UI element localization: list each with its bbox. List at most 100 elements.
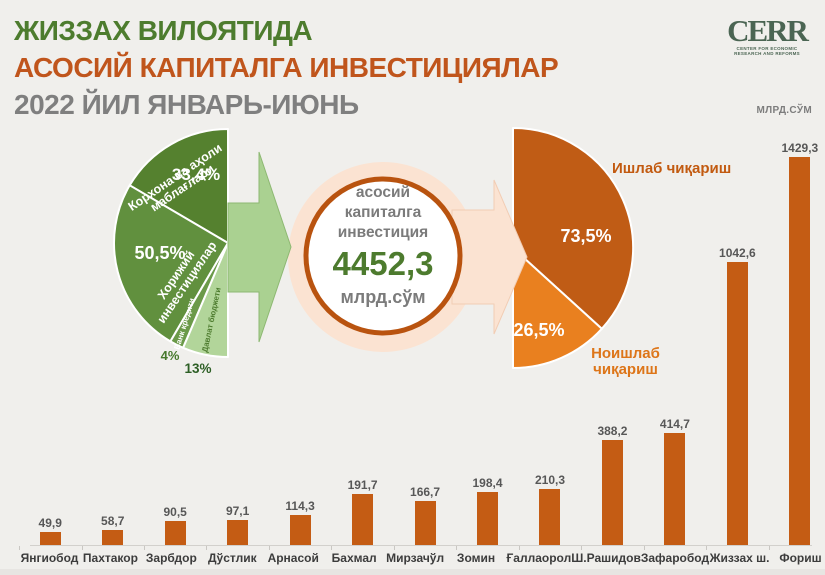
bar (39, 532, 61, 546)
production-pie (512, 127, 635, 370)
axis-tick (393, 546, 395, 550)
bar (726, 262, 748, 546)
bar-value-label: 166,7 (410, 485, 441, 499)
x-axis-line (30, 545, 812, 546)
bar-column-Ш.Рашидов: 388,2 (581, 139, 643, 546)
bar-value-label: 198,4 (472, 476, 503, 490)
bar-category-label: Зафаробод (640, 551, 710, 565)
flow-arrow-right-icon (451, 179, 528, 335)
cerr-logo-tagline-1: CENTER FOR ECONOMIC (736, 46, 798, 51)
footer-strip (0, 569, 825, 575)
page-title-period: 2022 ЙИЛ ЯНВАРЬ-ИЮНЬ (14, 89, 359, 120)
bar-chart: 49,9 58,7 90,5 97,1 114,3 191,7 166,7 198,4 210,… (19, 139, 825, 546)
badge-label-3: инвестиция (337, 224, 429, 241)
cerr-logo-text: CERR (727, 13, 809, 48)
page-title-region: ЖИЗЗАХ ВИЛОЯТИДА (14, 15, 313, 46)
axis-tick (331, 546, 333, 550)
page-title-subject: АСОСИЙ КАПИТАЛГА ИНВЕСТИЦИЯЛАР (14, 52, 559, 83)
bar (102, 530, 124, 546)
bar-value-label: 90,5 (163, 505, 187, 519)
center-circle (303, 176, 463, 336)
total-investment-badge: асосий капиталга инвестиция 4452,3 млрд.… (308, 183, 458, 308)
bar-chart-categories: Янгиобод Пахтакор Зарбдор Дўстлик Арнасой Бах… (19, 551, 825, 565)
bar-category-label: Зомин (456, 551, 496, 565)
production-slice-1-label: Ишлаб чиқариш (612, 160, 732, 177)
bar-column-Зарбдор: 90,5 (144, 139, 206, 546)
bar-category-label: Дўстлик (207, 551, 257, 565)
badge-label-2: капиталга (344, 204, 422, 221)
bar (164, 521, 186, 546)
bar-category-label: Арнасой (267, 551, 319, 565)
sources-slice-4-pct: 13% (184, 361, 212, 376)
pie-right-slice-2 (512, 247, 603, 370)
bar-value-label: 114,3 (285, 499, 315, 513)
axis-tick (581, 546, 583, 550)
pie-left-slice-2 (113, 184, 229, 343)
bar-chart-unit-label: МЛРД.СЎМ (756, 105, 812, 116)
axis-tick (643, 546, 645, 550)
axis-tick (268, 546, 270, 550)
pie-right-slice-1 (512, 127, 635, 330)
cerr-logo: CERR CENTER FOR ECONOMIC RESEARCH AND RE… (717, 13, 817, 56)
bar-value-label: 414,7 (659, 417, 690, 431)
bar-column-Зафаробод: 414,7 (644, 139, 706, 546)
cerr-logo-tagline-2: RESEARCH AND REFORMS (734, 51, 800, 56)
badge-value: 4452,3 (332, 245, 434, 282)
bar-category-label: Бахмал (331, 551, 377, 565)
bar (539, 489, 561, 546)
production-slice-2-label: Ноишлаб чиқариш (591, 345, 660, 378)
badge-label-1: асосий (355, 184, 411, 201)
production-slice-2-pct: 26,5% (513, 320, 565, 340)
sources-pie (113, 128, 229, 359)
bar-category-label: Ғаллаорол (506, 551, 572, 565)
x-axis-ticks (19, 546, 825, 551)
bar-column-Ғаллаорол: 210,3 (519, 139, 581, 546)
bar (227, 520, 249, 546)
pie-left-slice-1 (128, 128, 229, 244)
flow-arrow-left-icon (227, 151, 292, 343)
axis-tick (143, 546, 145, 550)
bar-column-Бахмал: 191,7 (331, 139, 393, 546)
axis-tick (518, 546, 520, 550)
production-slice-1-pct: 73,5% (560, 226, 612, 246)
sources-slice-1-pct: 33,4% (171, 165, 221, 184)
bar-column-Пахтакор: 58,7 (81, 139, 143, 546)
bar (789, 157, 811, 546)
bar-value-label: 388,2 (597, 424, 628, 438)
axis-tick (456, 546, 458, 550)
axis-tick (706, 546, 708, 550)
bar (414, 501, 436, 546)
axis-tick (19, 546, 20, 550)
bar-category-label: Мирзачўл (386, 551, 445, 565)
bar-value-label: 49,9 (38, 516, 62, 530)
bar-value-label: 191,7 (347, 478, 378, 492)
bar-column-Фориш: 1429,3 (769, 139, 825, 546)
axis-tick (81, 546, 83, 550)
bar-value-label: 210,3 (534, 473, 565, 487)
bar-value-label: 1042,6 (719, 246, 756, 260)
bar-column-Мирзачўл: 166,7 (394, 139, 456, 546)
bar-category-label: Ш.Рашидов (571, 551, 641, 565)
bar-category-label: Пахтакор (82, 551, 138, 565)
bar-category-label: Зарбдор (145, 551, 197, 565)
pie-left-slice-4 (182, 242, 229, 359)
bar-value-label: 1429,3 (781, 141, 819, 155)
sources-slice-2-pct: 50,5% (134, 243, 186, 263)
bar-column-Арнасой: 114,3 (269, 139, 331, 546)
bar-column-Дўстлик: 97,1 (206, 139, 268, 546)
bar-column-Жиззах ш.: 1042,6 (706, 139, 768, 546)
bar-category-label: Жиззах ш. (709, 551, 770, 565)
bar-value-label: 97,1 (225, 504, 250, 518)
bar (664, 433, 686, 546)
bar (601, 440, 623, 546)
bar-category-label: Фориш (779, 551, 822, 565)
bar-category-label: Янгиобод (20, 551, 79, 565)
bar-value-label: 58,7 (101, 514, 125, 528)
badge-unit: млрд.сўм (340, 287, 426, 307)
axis-tick (768, 546, 770, 550)
bar-column-Янгиобод: 49,9 (19, 139, 81, 546)
bar-column-Зомин: 198,4 (456, 139, 518, 546)
bar (289, 515, 311, 546)
